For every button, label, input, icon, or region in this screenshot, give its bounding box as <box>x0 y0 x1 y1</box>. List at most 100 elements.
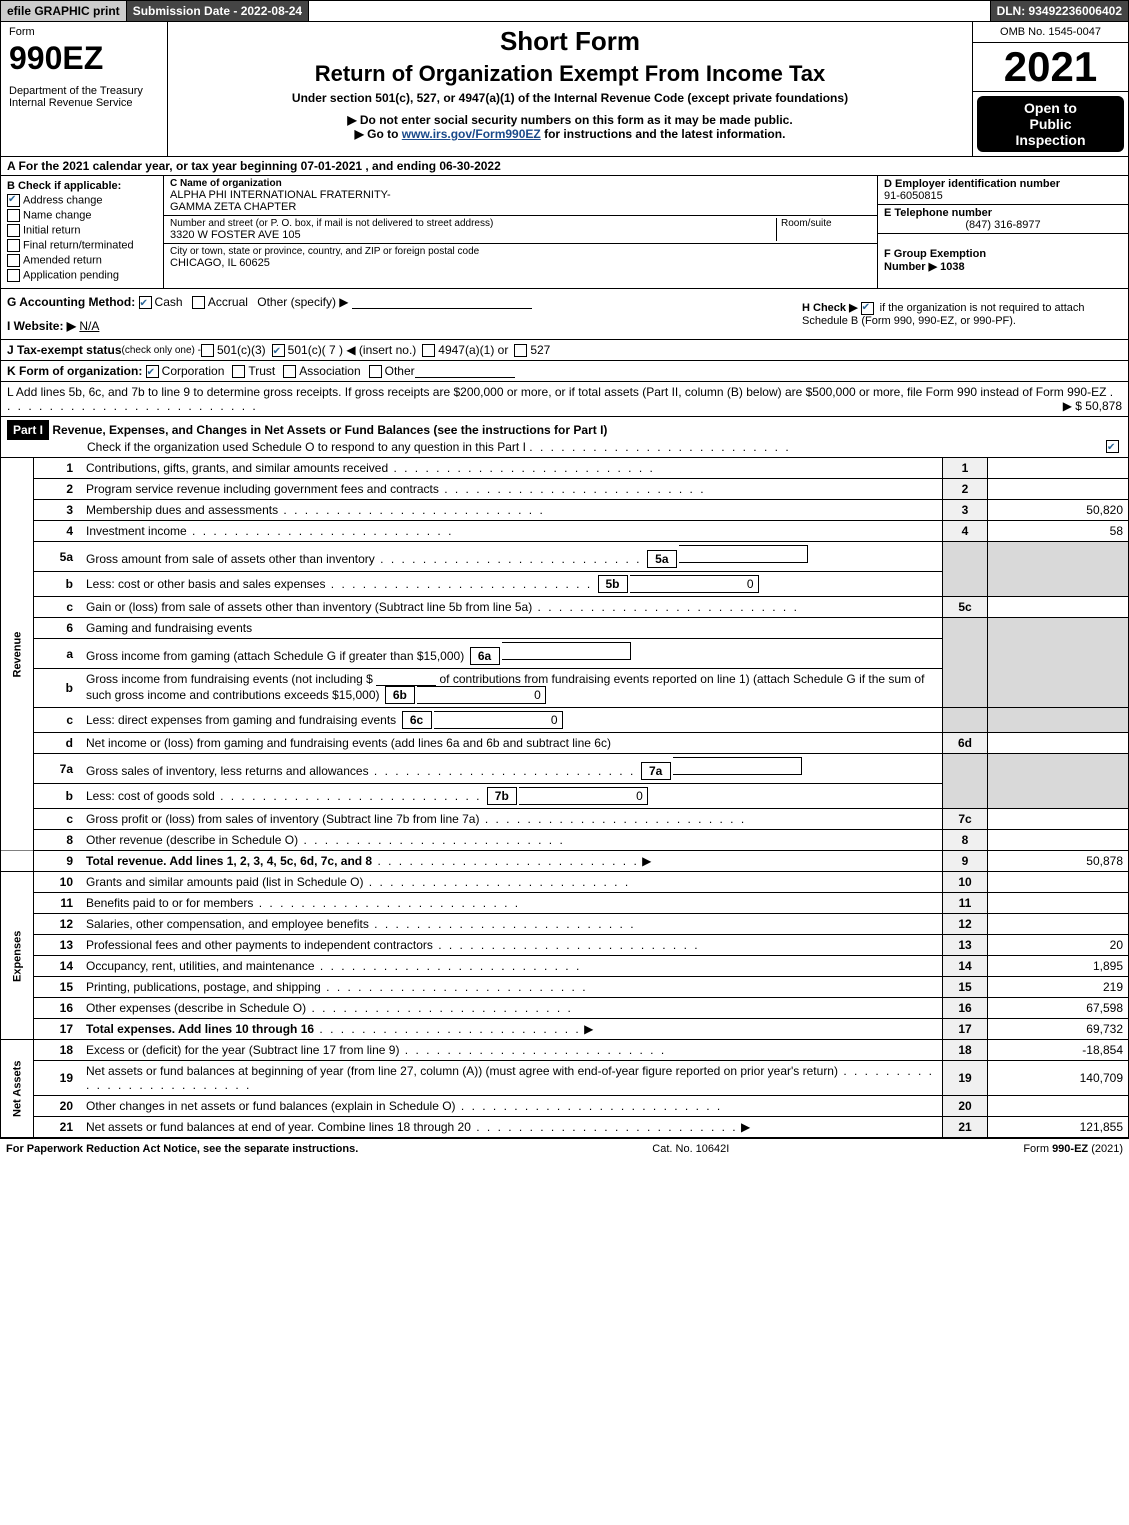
c-city-label: City or town, state or province, country… <box>170 246 871 257</box>
f-group-block: F Group Exemption Number ▶ 1038 <box>878 234 1128 275</box>
line-20: 20Other changes in net assets or fund ba… <box>1 1096 1129 1117</box>
room-suite-label: Room/suite <box>776 218 871 241</box>
row-j: J Tax-exempt status (check only one) - 5… <box>0 340 1129 361</box>
section-c: C Name of organization ALPHA PHI INTERNA… <box>164 176 878 288</box>
chk-other-org[interactable] <box>369 365 382 378</box>
line-13: 13Professional fees and other payments t… <box>1 935 1129 956</box>
goto-pre: ▶ Go to <box>355 127 402 141</box>
line-18: Net Assets 18Excess or (deficit) for the… <box>1 1040 1129 1061</box>
checkbox-icon <box>7 269 20 282</box>
open-line2: Public <box>981 116 1120 132</box>
e-label: E Telephone number <box>884 207 1122 219</box>
l-amount: ▶ $ 50,878 <box>1063 399 1122 413</box>
line-16: 16Other expenses (describe in Schedule O… <box>1 998 1129 1019</box>
efile-print[interactable]: efile GRAPHIC print <box>1 1 127 21</box>
l-text: L Add lines 5b, 6c, and 7b to line 9 to … <box>7 385 1106 399</box>
city-state-zip: CHICAGO, IL 60625 <box>170 257 871 269</box>
c-city-block: City or town, state or province, country… <box>164 244 877 271</box>
chk-4947[interactable] <box>422 344 435 357</box>
g-label: G Accounting Method: <box>7 295 135 309</box>
footer-right: Form 990-EZ (2021) <box>1023 1143 1123 1155</box>
contrib-input[interactable] <box>376 673 436 686</box>
phone-value: (847) 316-8977 <box>884 219 1122 231</box>
open-line1: Open to <box>981 100 1120 116</box>
row-a-text: A For the 2021 calendar year, or tax yea… <box>7 159 501 173</box>
section-def: D Employer identification number 91-6050… <box>878 176 1128 288</box>
line-5a: 5a Gross amount from sale of assets othe… <box>1 542 1129 572</box>
ein-value: 91-6050815 <box>884 190 1122 202</box>
short-form-title: Short Form <box>178 26 962 57</box>
row-k: K Form of organization: Corporation Trus… <box>0 361 1129 382</box>
j-small: (check only one) - <box>122 345 201 356</box>
line-6c: c Less: direct expenses from gaming and … <box>1 708 1129 733</box>
topbar-spacer <box>309 1 990 21</box>
revenue-sidelabel: Revenue <box>1 458 34 851</box>
i-label: I Website: ▶ <box>7 319 76 333</box>
section-b-title: B Check if applicable: <box>7 180 157 192</box>
arrow-icon <box>741 1120 752 1134</box>
chk-accrual[interactable] <box>192 296 205 309</box>
chk-corporation[interactable] <box>146 365 159 378</box>
netassets-sidelabel: Net Assets <box>1 1040 34 1138</box>
line-10: Expenses 10 Grants and similar amounts p… <box>1 872 1129 893</box>
chk-final-return[interactable]: Final return/terminated <box>7 239 157 252</box>
line-4: 4 Investment income 4 58 <box>1 521 1129 542</box>
line-7a: 7a Gross sales of inventory, less return… <box>1 754 1129 784</box>
line-9: 9 Total revenue. Add lines 1, 2, 3, 4, 5… <box>1 851 1129 872</box>
submission-date: Submission Date - 2022-08-24 <box>127 1 309 21</box>
chk-501c[interactable] <box>272 344 285 357</box>
chk-trust[interactable] <box>232 365 245 378</box>
topbar: efile GRAPHIC print Submission Date - 20… <box>0 0 1129 22</box>
chk-527[interactable] <box>514 344 527 357</box>
part1-header-row: Part I Revenue, Expenses, and Changes in… <box>0 417 1129 458</box>
g-other-input[interactable] <box>352 296 532 309</box>
block-bcdef: B Check if applicable: Address change Na… <box>0 176 1129 289</box>
chk-cash[interactable] <box>139 296 152 309</box>
line-12: 12Salaries, other compensation, and empl… <box>1 914 1129 935</box>
chk-501c3[interactable] <box>201 344 214 357</box>
dln: DLN: 93492236006402 <box>991 1 1128 21</box>
checkbox-icon <box>7 194 20 207</box>
chk-application-pending[interactable]: Application pending <box>7 269 157 282</box>
line-1: Revenue 1 Contributions, gifts, grants, … <box>1 458 1129 479</box>
row-g: G Accounting Method: Cash Accrual Other … <box>7 295 794 333</box>
line-8: 8 Other revenue (describe in Schedule O)… <box>1 830 1129 851</box>
form-number: 990EZ <box>9 40 159 77</box>
line-14: 14Occupancy, rent, utilities, and mainte… <box>1 956 1129 977</box>
irs-link[interactable]: www.irs.gov/Form990EZ <box>402 127 541 141</box>
chk-schedule-o[interactable] <box>1106 440 1119 453</box>
chk-association[interactable] <box>283 365 296 378</box>
checkbox-icon <box>7 239 20 252</box>
checkbox-icon <box>7 224 20 237</box>
f-label: F Group Exemption Number ▶ 1038 <box>884 248 986 273</box>
tax-year: 2021 <box>973 43 1128 92</box>
form-word: Form <box>9 26 159 38</box>
go-to-line: ▶ Go to www.irs.gov/Form990EZ for instru… <box>178 127 962 141</box>
c-addr-label: Number and street (or P. O. box, if mail… <box>170 218 776 229</box>
k-other-input[interactable] <box>415 365 515 378</box>
g-other: Other (specify) ▶ <box>257 295 348 309</box>
goto-post: for instructions and the latest informat… <box>544 127 785 141</box>
chk-name-change[interactable]: Name change <box>7 209 157 222</box>
org-name: ALPHA PHI INTERNATIONAL FRATERNITY- GAMM… <box>170 189 871 213</box>
arrow-icon <box>584 1022 595 1036</box>
e-phone-block: E Telephone number (847) 316-8977 <box>878 205 1128 234</box>
part1-header: Part I Revenue, Expenses, and Changes in… <box>1 417 1128 457</box>
line-3: 3 Membership dues and assessments 3 50,8… <box>1 500 1129 521</box>
open-line3: Inspection <box>981 132 1120 148</box>
line-2: 2 Program service revenue including gove… <box>1 479 1129 500</box>
chk-address-change[interactable]: Address change <box>7 194 157 207</box>
j-label: J Tax-exempt status <box>7 343 122 357</box>
line-19: 19Net assets or fund balances at beginni… <box>1 1061 1129 1096</box>
checkbox-icon <box>7 209 20 222</box>
c-name-label: C Name of organization <box>170 178 871 189</box>
street-address: 3320 W FOSTER AVE 105 <box>170 229 776 241</box>
chk-initial-return[interactable]: Initial return <box>7 224 157 237</box>
form-header: Form 990EZ Department of the Treasury In… <box>0 22 1129 157</box>
expenses-sidelabel: Expenses <box>1 872 34 1040</box>
c-name-block: C Name of organization ALPHA PHI INTERNA… <box>164 176 877 216</box>
row-l: L Add lines 5b, 6c, and 7b to line 9 to … <box>0 382 1129 417</box>
line-21: 21Net assets or fund balances at end of … <box>1 1117 1129 1138</box>
chk-schedule-b[interactable] <box>861 302 874 315</box>
chk-amended-return[interactable]: Amended return <box>7 254 157 267</box>
